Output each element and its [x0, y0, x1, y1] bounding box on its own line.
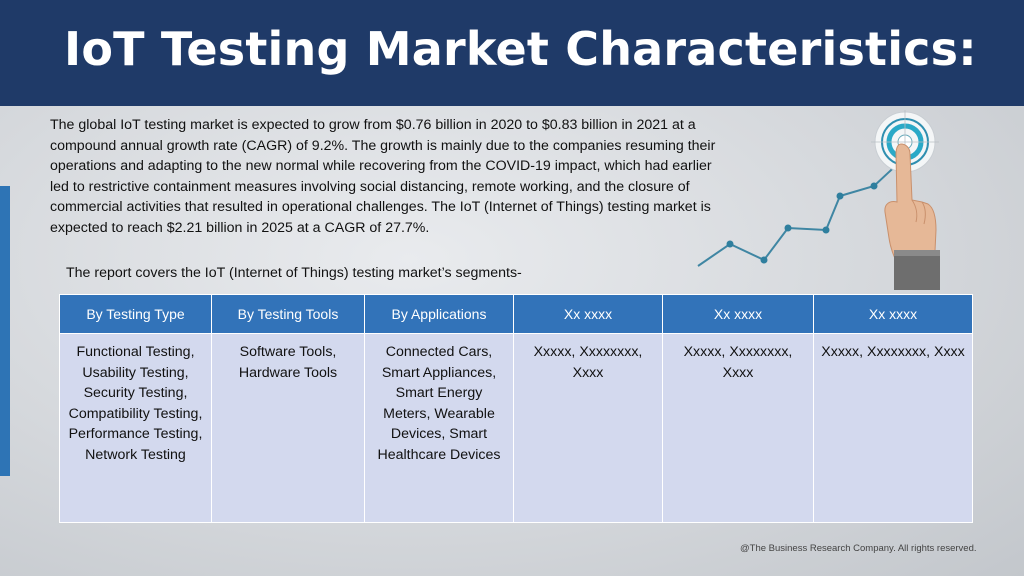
accent-bar [0, 186, 10, 476]
page-title: IoT Testing Market Characteristics: [64, 22, 977, 76]
table-header-cell: By Testing Type [59, 294, 212, 334]
table-row: Functional Testing, Usability Testing, S… [59, 333, 973, 523]
table-cell: Xxxxx, Xxxxxxxx, Xxxx [813, 333, 973, 523]
intro-paragraph: The global IoT testing market is expecte… [50, 117, 716, 236]
table-cell: Software Tools, Hardware Tools [211, 333, 365, 523]
header-bar: IoT Testing Market Characteristics: [0, 0, 1024, 106]
table-cell: Xxxxx, Xxxxxxxx, Xxxx [513, 333, 663, 523]
table-header-cell: By Applications [364, 294, 514, 334]
segments-table: By Testing Type By Testing Tools By Appl… [59, 294, 973, 523]
table-cell: Xxxxx, Xxxxxxxx, Xxxx [662, 333, 814, 523]
table-header-cell: Xx xxxx [813, 294, 973, 334]
segments-note: The report covers the IoT (Internet of T… [66, 265, 522, 281]
table-cell: Functional Testing, Usability Testing, S… [59, 333, 212, 523]
table-header-row: By Testing Type By Testing Tools By Appl… [59, 294, 973, 334]
growth-points [726, 182, 878, 264]
table-header-cell: Xx xxxx [662, 294, 814, 334]
hand-icon [884, 143, 940, 290]
copyright-footer: @The Business Research Company. All righ… [740, 543, 977, 554]
table-cell: Connected Cars, Smart Appliances, Smart … [364, 333, 514, 523]
table-header-cell: By Testing Tools [211, 294, 365, 334]
table-header-cell: Xx xxxx [513, 294, 663, 334]
target-touch-growth-icon [697, 110, 940, 290]
